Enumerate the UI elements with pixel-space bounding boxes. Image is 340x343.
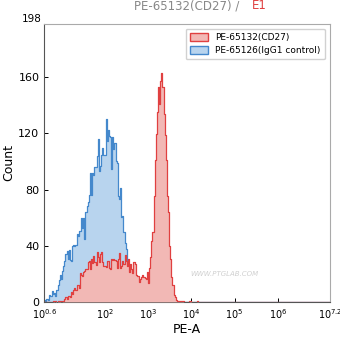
Text: PE-65132(CD27) /: PE-65132(CD27) / — [134, 0, 240, 12]
Text: E1: E1 — [252, 0, 267, 12]
Text: WWW.PTGLAB.COM: WWW.PTGLAB.COM — [190, 271, 258, 277]
Y-axis label: Count: Count — [2, 144, 15, 181]
Text: 198: 198 — [21, 14, 41, 24]
X-axis label: PE-A: PE-A — [173, 323, 201, 336]
Legend: PE-65132(CD27), PE-65126(IgG1 control): PE-65132(CD27), PE-65126(IgG1 control) — [186, 28, 325, 59]
